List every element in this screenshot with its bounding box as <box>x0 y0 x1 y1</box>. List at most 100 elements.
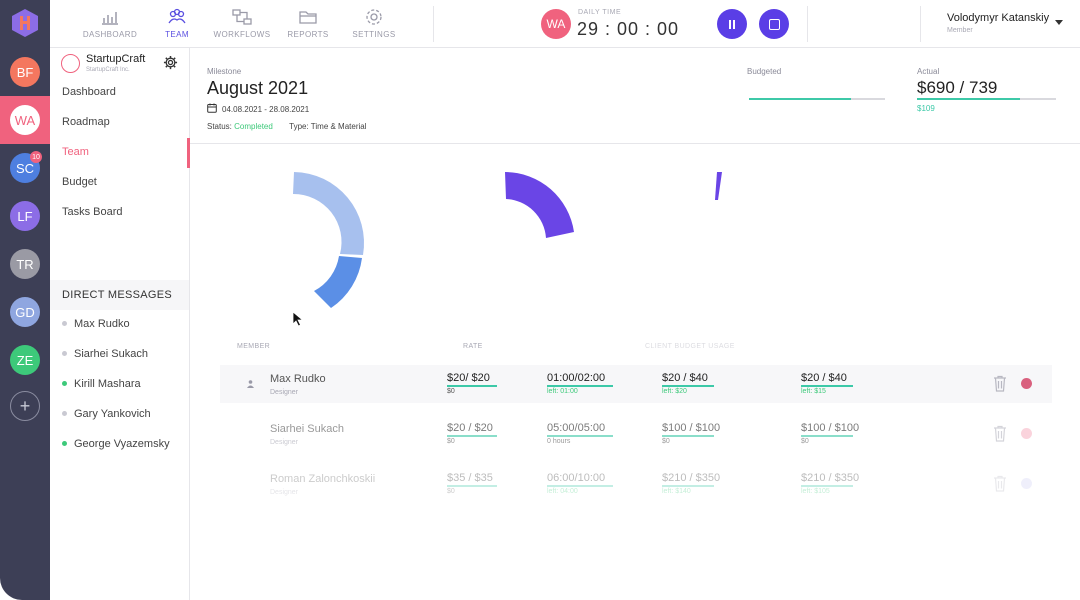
sidebar-item-team[interactable]: Team <box>62 146 89 158</box>
member-role: Designer <box>270 489 299 496</box>
status-label: Status: <box>207 122 232 131</box>
trash-icon[interactable] <box>993 475 1007 492</box>
divider <box>807 6 808 42</box>
milestone-type: Type: Time & Material <box>289 122 367 131</box>
dm-name: Gary Yankovich <box>74 408 151 420</box>
table-row[interactable]: Roman Zalonchkoskii Designer $35 / $35 $0 06… <box>220 465 1052 503</box>
workspace-item[interactable]: LF <box>0 192 50 240</box>
nav-label: REPORTS <box>287 30 329 39</box>
value-sub-budget: $0 <box>662 438 670 445</box>
status-badge: Completed <box>234 122 273 131</box>
value-hours: 01:00/02:00 <box>547 372 606 384</box>
status-dot[interactable] <box>1021 478 1032 489</box>
mouse-cursor-icon <box>292 311 304 327</box>
actual-value: $690 / 739 <box>917 78 998 97</box>
workspace-item[interactable]: TR <box>0 240 50 288</box>
project-name[interactable]: StartupCraft <box>86 53 146 65</box>
workspace-item[interactable]: BF <box>0 48 50 96</box>
sidebar-item-dashboard[interactable]: Dashboard <box>62 86 116 98</box>
app-logo[interactable] <box>11 8 39 38</box>
user-name[interactable]: Volodymyr Katanskiy <box>947 12 1050 24</box>
actual-progress <box>917 98 1056 100</box>
value-underline <box>662 435 714 437</box>
budget-charts <box>293 172 722 308</box>
folder-icon <box>299 11 317 24</box>
dm-item[interactable]: George Vyazemsky <box>62 438 170 450</box>
presence-dot <box>62 440 67 446</box>
divider <box>190 143 1080 144</box>
value-underline <box>447 385 497 387</box>
table-row[interactable]: Siarhei Sukach Designer $20 / $20 $0 05:00/0… <box>220 415 1052 453</box>
dm-item[interactable]: Siarhei Sukach <box>62 348 148 360</box>
direct-messages-header: DIRECT MESSAGES <box>50 280 189 310</box>
dm-name: Max Rudko <box>74 318 130 330</box>
value-sub-hours: left: 04:00 <box>547 488 578 495</box>
sidebar-item-tasks-board[interactable]: Tasks Board <box>62 206 123 218</box>
value-underline <box>447 485 497 487</box>
add-workspace-button[interactable]: + <box>10 391 40 421</box>
value-underline <box>547 385 613 387</box>
workspace-rail: BF WA SC 10 LF TR GD ZE + <box>0 0 50 600</box>
timer-avatar: WA <box>541 9 571 39</box>
gear-icon <box>366 9 382 25</box>
value-budget: $210 / $350 <box>662 472 721 484</box>
value-underline <box>547 485 613 487</box>
actual-label: Actual <box>917 67 940 76</box>
dm-item[interactable]: Kirill Mashara <box>62 378 141 390</box>
status-dot[interactable] <box>1021 378 1032 389</box>
milestone-status: Status: Completed Type: Time & Material <box>207 122 367 131</box>
value-rate: $35 / $35 <box>447 472 493 484</box>
value-sub-client: left: $105 <box>801 488 830 495</box>
avatar: TR <box>10 249 40 279</box>
workspace-item[interactable]: GD <box>0 288 50 336</box>
value-underline <box>801 435 853 437</box>
pause-icon <box>729 19 735 29</box>
member-role: Designer <box>270 439 299 446</box>
member-name: Siarhei Sukach <box>270 423 344 435</box>
chart-segment <box>293 172 365 255</box>
trash-icon[interactable] <box>993 375 1007 392</box>
nav-settings[interactable]: SETTINGS <box>339 8 409 39</box>
chart-segment <box>715 172 722 200</box>
actual-remaining: $109 <box>917 104 935 113</box>
sidebar-item-roadmap[interactable]: Roadmap <box>62 116 110 128</box>
team-icon <box>168 8 186 24</box>
workspace-item[interactable]: ZE <box>0 336 50 384</box>
row-highlight <box>220 365 1052 403</box>
status-dot[interactable] <box>1021 428 1032 439</box>
nav-workflows[interactable]: WORKFLOWS <box>207 8 277 39</box>
trash-icon[interactable] <box>993 425 1007 442</box>
nav-dashboard[interactable]: DASHBOARD <box>75 8 145 39</box>
value-sub-client: $0 <box>801 438 809 445</box>
value-client: $210 / $350 <box>801 472 860 484</box>
sidebar-item-budget[interactable]: Budget <box>62 176 97 188</box>
workspace-item[interactable]: WA <box>0 96 50 144</box>
value-sub-rate: $0 <box>447 438 455 445</box>
milestone-label: Milestone <box>207 67 242 76</box>
dm-name: Siarhei Sukach <box>74 348 148 360</box>
presence-dot <box>62 380 67 386</box>
nav-team[interactable]: TEAM <box>142 8 212 39</box>
value-sub-budget: left: $20 <box>662 388 687 395</box>
milestone-title[interactable]: August 2021 <box>207 78 309 98</box>
column-member: MEMBER <box>237 343 271 350</box>
gear-icon[interactable] <box>163 55 178 70</box>
avatar: WA <box>10 105 40 135</box>
value-sub-budget: left: $140 <box>662 488 691 495</box>
daily-time-value: 29 : 00 : 00 <box>577 19 680 39</box>
stop-button[interactable] <box>759 9 789 39</box>
dm-item[interactable]: Gary Yankovich <box>62 408 151 420</box>
nav-reports[interactable]: REPORTS <box>273 8 343 39</box>
workspace-item[interactable]: SC 10 <box>0 144 50 192</box>
person-icon <box>247 380 254 388</box>
project-logo <box>61 54 80 73</box>
chevron-down-icon[interactable] <box>1055 20 1063 25</box>
pause-button[interactable] <box>717 9 747 39</box>
member-role: Designer <box>270 389 299 396</box>
table-row[interactable]: Max Rudko Designer $20/ $20 $0 01:00/02:00 le… <box>220 365 1052 403</box>
presence-dot <box>62 410 67 416</box>
value-client: $20 / $40 <box>801 372 847 384</box>
member-name: Max Rudko <box>270 373 326 385</box>
dm-item[interactable]: Max Rudko <box>62 318 130 330</box>
value-hours: 05:00/05:00 <box>547 422 606 434</box>
